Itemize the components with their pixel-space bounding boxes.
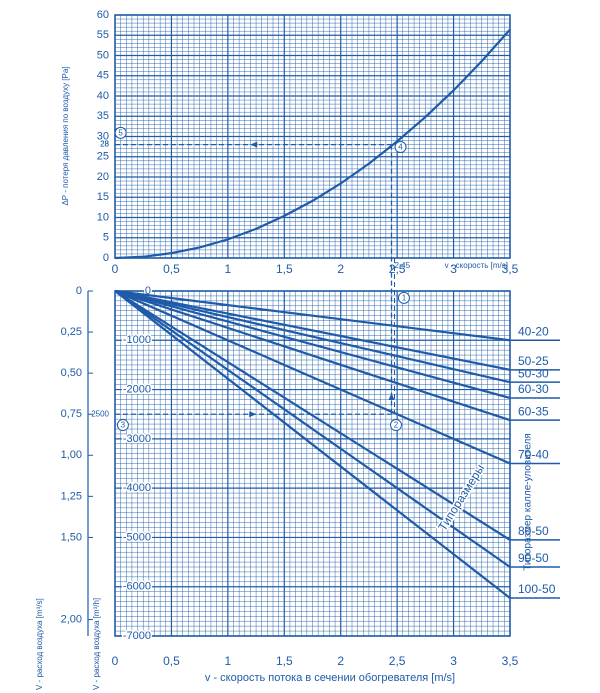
- x-tick-label: 0,5: [163, 262, 180, 276]
- x-tick-label: 1,5: [276, 262, 293, 276]
- y-tick-label: 10: [97, 211, 109, 223]
- reference-label: 28: [100, 140, 109, 149]
- series-label: 60-30: [518, 382, 549, 396]
- y-tick-label: 20: [97, 171, 109, 183]
- series-label: 50-30: [518, 366, 549, 380]
- x-axis-label: v - скорость потока в сечении обогревате…: [205, 672, 455, 684]
- x-tick-label: 2,5: [389, 654, 406, 668]
- y-tick-label: -2000: [123, 383, 151, 395]
- x-tick-label: 3,5: [502, 654, 519, 668]
- callout-label: 3: [121, 421, 126, 430]
- y-tick-label: 55: [97, 29, 109, 41]
- arrow: [249, 411, 257, 418]
- callout-label: 5: [118, 128, 123, 137]
- callout-label: 1: [402, 294, 407, 303]
- y-axis-label: ΔP - потеря давления по воздуху [Pa]: [61, 66, 70, 205]
- y2-tick-label: 2,00: [61, 613, 82, 625]
- y-tick-label: -7000: [123, 630, 151, 642]
- y-tick-label: -4000: [123, 482, 151, 494]
- callout: [114, 126, 127, 139]
- x-tick-label: 3: [450, 654, 457, 668]
- y-tick-label: -3000: [123, 433, 151, 445]
- x-tick-label: 2: [337, 654, 344, 668]
- y-tick-label: -1000: [123, 334, 151, 346]
- y2-axis-label: V - расход воздуха [m³/s]: [35, 598, 44, 690]
- reference-label: 2,45: [395, 261, 411, 270]
- series-title: Типоразмер калле-уловителя: [523, 433, 534, 570]
- curve: [114, 290, 511, 599]
- y-tick-label: 45: [97, 70, 109, 82]
- series-label: 100-50: [518, 582, 556, 596]
- x-tick-label: 2,5: [389, 262, 406, 276]
- curve: [114, 289, 511, 465]
- curve: [114, 289, 511, 384]
- series-label: 60-35: [518, 404, 549, 418]
- reference-label: 28: [100, 140, 109, 149]
- callout: [116, 419, 129, 432]
- x-tick-label: 2: [337, 262, 344, 276]
- x-tick-label: 0,5: [163, 654, 180, 668]
- y-tick-label: 40: [97, 90, 109, 102]
- series-label: 80-50: [518, 524, 549, 538]
- y-axis-label: V - расход воздуха [m³/h]: [92, 598, 101, 690]
- x-tick-label: 0: [112, 262, 119, 276]
- curve: [114, 28, 511, 260]
- callout-label: 2: [394, 421, 399, 430]
- y-tick-label: 50: [97, 49, 109, 61]
- curve: [114, 289, 511, 422]
- y-tick-label: 15: [97, 191, 109, 203]
- series-label: 90-50: [518, 551, 549, 565]
- curve: [114, 290, 511, 568]
- y-tick-label: 0: [145, 285, 151, 297]
- x-tick-label: 1,5: [276, 654, 293, 668]
- callout-label: 4: [398, 143, 403, 152]
- y-tick-label: -5000: [123, 531, 151, 543]
- x-axis-label: v - скорость [m/s]: [445, 261, 508, 270]
- y-tick-label: -6000: [123, 581, 151, 593]
- curve: [114, 290, 511, 541]
- y2-tick-label: 0,75: [61, 408, 82, 420]
- y-tick-label: 0: [103, 252, 109, 264]
- y2-tick-label: 0,50: [61, 367, 82, 379]
- y2-tick-label: 0,25: [61, 326, 82, 338]
- curve: [114, 289, 511, 400]
- callout: [397, 291, 410, 304]
- callout: [394, 141, 407, 154]
- curve: [114, 289, 511, 371]
- y2-tick-label: 0: [76, 285, 82, 297]
- x-tick-label: 0: [112, 654, 119, 668]
- reference-label: 2500: [91, 409, 109, 418]
- y2-tick-label: 1,00: [61, 449, 82, 461]
- arrow: [250, 141, 258, 148]
- x-tick-label: 3,5: [502, 262, 519, 276]
- y-tick-label: 5: [103, 232, 109, 244]
- x-tick-label: 3: [450, 262, 457, 276]
- y2-tick-label: 1,50: [61, 531, 82, 543]
- callout: [390, 419, 403, 432]
- arrow: [388, 393, 395, 400]
- y-tick-label: 60: [97, 9, 109, 21]
- y-tick-label: 25: [97, 151, 109, 163]
- series-label: 70-40: [518, 448, 549, 462]
- y2-tick-label: 1,25: [61, 490, 82, 502]
- plot-frame: [114, 14, 511, 259]
- y-tick-label: 30: [97, 130, 109, 142]
- series-label: 50-25: [518, 354, 549, 368]
- x-tick-label: 1: [225, 654, 232, 668]
- series-label: 40-20: [518, 324, 549, 338]
- x-tick-label: 1: [225, 262, 232, 276]
- curve: [114, 289, 511, 342]
- y-tick-label: 35: [97, 110, 109, 122]
